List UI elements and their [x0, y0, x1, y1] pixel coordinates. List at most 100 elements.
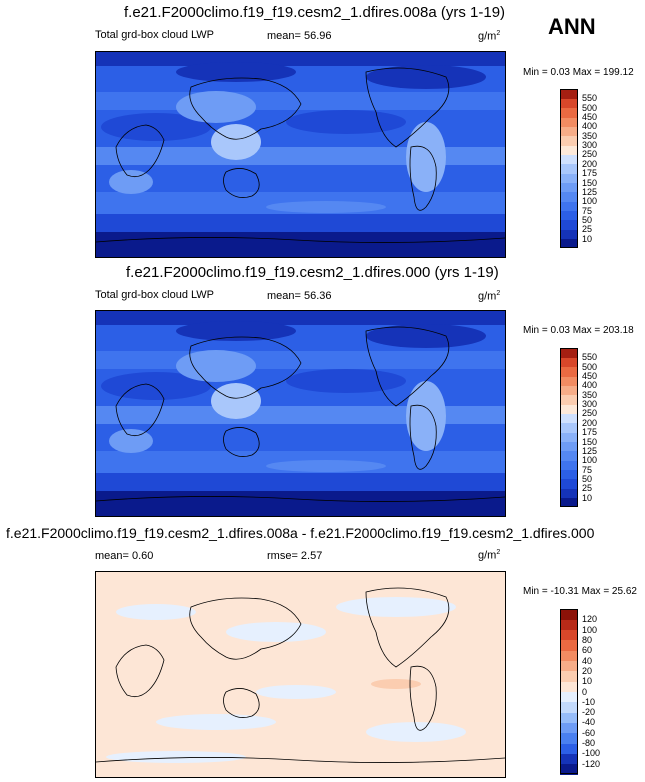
colorbar-swatch [560, 691, 578, 703]
panel-2-title: f.e21.F2000climo.f19_f19.cesm2_1.dfires.… [126, 264, 499, 281]
panel-3-title: f.e21.F2000climo.f19_f19.cesm2_1.dfires.… [6, 525, 595, 541]
colorbar-swatch [560, 753, 578, 765]
panel-3-map [95, 571, 506, 778]
colorbar-tick-label: 450 [582, 112, 598, 123]
season-label: ANN [548, 14, 596, 39]
colorbar-tick-label: 550 [582, 352, 598, 363]
colorbar-swatch [560, 117, 578, 127]
colorbar-swatch [560, 732, 578, 744]
colorbar-swatch [560, 126, 578, 137]
colorbar-tick-label: 25 [582, 224, 593, 235]
colorbar-swatch [560, 107, 578, 118]
colorbar-swatch [560, 376, 578, 386]
colorbar-tick-label: 80 [582, 634, 593, 645]
colorbar-tick-label: 150 [582, 177, 598, 188]
colorbar-tick-label: 10 [582, 676, 593, 687]
colorbar-tick-label: 400 [582, 380, 598, 391]
panel-2-mean-label: mean= 56.36 [267, 290, 332, 302]
colorbar-swatch [560, 469, 578, 480]
colorbar-tick-label: 500 [582, 361, 598, 372]
colorbar-swatch [560, 348, 578, 358]
colorbar-tick-label: 550 [582, 93, 598, 104]
colorbar-swatch [560, 210, 578, 221]
colorbar-tick-label: 20 [582, 665, 593, 676]
colorbar-tick-label: 200 [582, 158, 598, 169]
panel-3-rmse-label: rmse= 2.57 [267, 550, 323, 562]
panel-3-colorbar: -120 -100 -80 -60 -40 -20 -10 0 10 20 40 60 80 100 120 [560, 609, 600, 775]
colorbar-swatch [560, 357, 578, 368]
colorbar-tick-label: 40 [582, 655, 593, 666]
colorbar-swatch [560, 89, 578, 99]
panel-1-variable-label: Total grd-box cloud LWP [95, 29, 215, 41]
colorbar-tick-label: 75 [582, 205, 593, 216]
colorbar-swatch [560, 478, 578, 489]
colorbar-tick-label: 450 [582, 371, 598, 382]
colorbar-swatch [560, 432, 578, 443]
panel-1-map-svg [96, 52, 505, 257]
colorbar-tick-label: 50 [582, 214, 593, 225]
colorbar-swatch [560, 219, 578, 230]
colorbar-tick-label: 175 [582, 168, 598, 179]
panel-3-map-svg [96, 572, 505, 777]
colorbar-tick-label: 10 [582, 233, 593, 244]
colorbar-swatch [560, 681, 578, 692]
colorbar-swatch [560, 712, 578, 723]
colorbar-tick-label: 250 [582, 408, 598, 419]
colorbar-tick-label: -120 [582, 758, 601, 769]
colorbar-swatch [560, 609, 578, 620]
panel-2-units: g/m2 [478, 290, 501, 303]
colorbar-swatch [560, 441, 578, 452]
colorbar-tick-label: 120 [582, 614, 598, 625]
colorbar-swatch [560, 163, 578, 174]
colorbar-tick-label: 400 [582, 121, 598, 132]
colorbar-swatch [560, 763, 578, 775]
colorbar-tick-label: 0 [582, 686, 588, 697]
colorbar-swatch [560, 413, 578, 424]
colorbar-tick-label: 250 [582, 149, 598, 160]
colorbar-swatch [560, 154, 578, 165]
colorbar-tick-label: 300 [582, 399, 598, 410]
colorbar-swatch [560, 145, 578, 155]
colorbar-tick-label: 25 [582, 483, 593, 494]
panel-2-colorbar: 10 25 50 75 100 125 150 175 200 250 300 350 400 450 50… [560, 348, 597, 508]
colorbar-tick-label: 100 [582, 196, 598, 207]
panel-3-minmax: Min = -10.31 Max = 25.62 [523, 586, 637, 597]
colorbar-tick-label: 10 [582, 492, 593, 503]
panel-1-title: f.e21.F2000climo.f19_f19.cesm2_1.dfires.… [124, 4, 506, 21]
colorbar-tick-label: 125 [582, 186, 598, 197]
colorbar-swatch [560, 201, 578, 212]
colorbar-frame [560, 609, 578, 774]
colorbar-tick-label: 60 [582, 645, 593, 656]
colorbar-swatch [560, 670, 578, 682]
colorbar-swatch [560, 182, 578, 193]
colorbar-swatch [560, 238, 578, 249]
colorbar-tick-label: 75 [582, 464, 593, 475]
colorbar-tick-label: 150 [582, 436, 598, 447]
colorbar-swatch [560, 191, 578, 202]
colorbar-swatch [560, 385, 578, 396]
colorbar-tick-label: -40 [582, 717, 596, 728]
colorbar-swatch [560, 173, 578, 184]
colorbar-frame [560, 89, 578, 248]
colorbar-swatch [560, 619, 578, 631]
colorbar-tick-label: -100 [582, 748, 601, 759]
colorbar-swatch [560, 394, 578, 405]
colorbar-swatch [560, 422, 578, 433]
colorbar-swatch [560, 229, 578, 240]
colorbar-swatch [560, 450, 578, 461]
panel-2-map [95, 310, 506, 517]
colorbar-swatch [560, 722, 578, 734]
colorbar-swatch [560, 98, 578, 109]
colorbar-swatch [560, 629, 578, 641]
colorbar-swatch [560, 497, 578, 508]
colorbar-tick-label: 350 [582, 130, 598, 141]
colorbar-frame [560, 348, 578, 507]
panel-1-colorbar: 10 25 50 75 100 125 150 175 200 250 300 350 400 450 50… [560, 89, 597, 249]
panel-3-units: g/m2 [478, 549, 501, 562]
colorbar-swatch [560, 460, 578, 471]
panel-3-mean-label: mean= 0.60 [95, 550, 154, 562]
panel-2-minmax: Min = 0.03 Max = 203.18 [523, 325, 634, 336]
colorbar-swatch [560, 701, 578, 713]
colorbar-tick-label: -20 [582, 707, 596, 718]
panel-2-variable-label: Total grd-box cloud LWP [95, 289, 215, 301]
